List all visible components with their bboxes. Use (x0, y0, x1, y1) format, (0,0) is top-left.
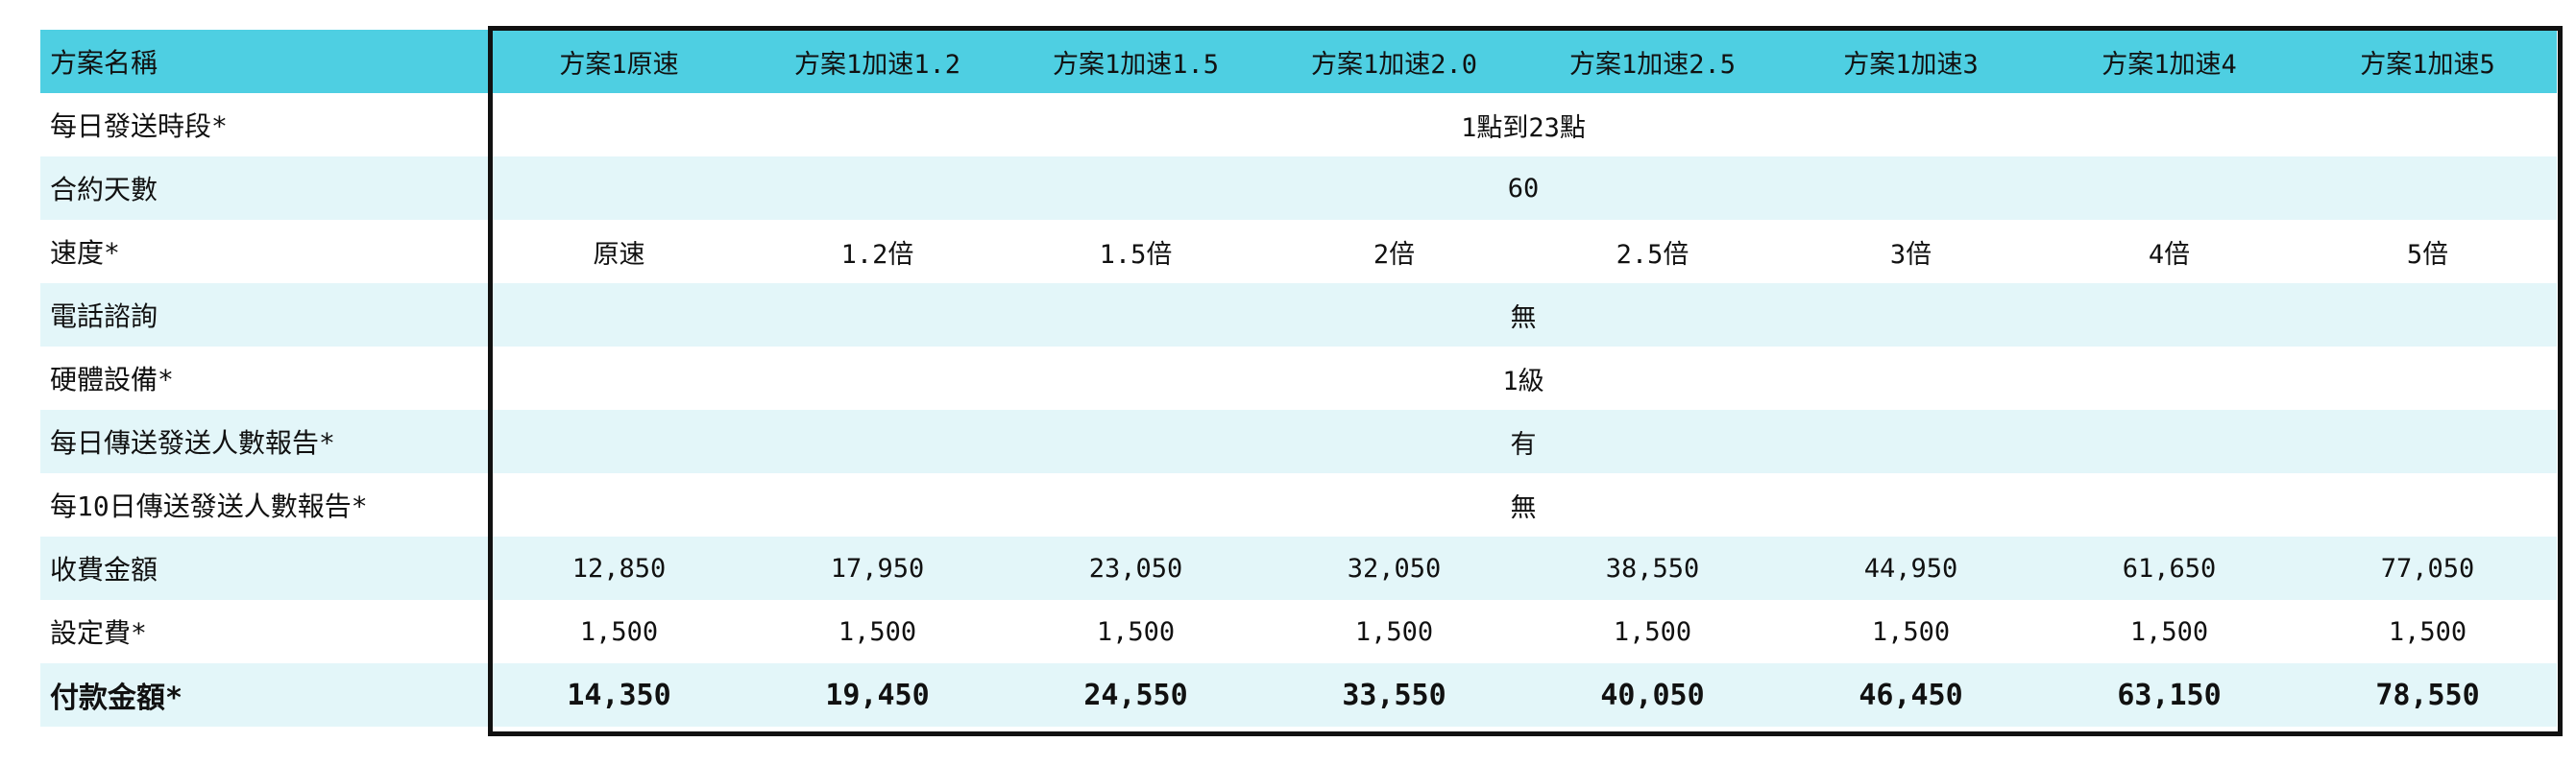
table-cell: 23,050 (1088, 553, 1183, 584)
row-label: 每10日傳送發送人數報告* (50, 491, 368, 522)
row-value: 有 (1510, 429, 1537, 460)
plan-name-1: 方案1原速 (559, 49, 679, 80)
plan-name-3: 方案1加速1.5 (1052, 49, 1220, 80)
table-row-hardware: 硬體設備* 1級 (40, 347, 2557, 410)
header-label: 方案名稱 (50, 47, 158, 79)
table-cell: 40,050 (1600, 678, 1705, 712)
table-cell: 5倍 (2406, 239, 2449, 270)
plan-name-2: 方案1加速1.2 (793, 49, 961, 80)
table-row-phone-consult: 電話諮詢 無 (40, 283, 2557, 347)
table-cell: 4倍 (2148, 239, 2191, 270)
row-plan-values: 14,350 19,450 24,550 33,550 40,050 46,45… (490, 663, 2557, 727)
table-row-fee: 收費金額 12,850 17,950 23,050 32,050 38,550 … (40, 537, 2557, 600)
table-cell: 44,950 (1863, 553, 1958, 584)
table-row-contract-days: 合約天數 60 (40, 156, 2557, 220)
row-label: 合約天數 (50, 174, 158, 205)
table-cell: 1.5倍 (1099, 239, 1173, 270)
table-cell: 78,550 (2375, 678, 2480, 712)
row-value: 60 (1507, 173, 1540, 203)
header-plans: 方案1原速 方案1加速1.2 方案1加速1.5 方案1加速2.0 方案1加速2.… (490, 30, 2557, 93)
table-cell: 2倍 (1373, 239, 1416, 270)
table-cell: 12,850 (571, 553, 667, 584)
row-value: 無 (1510, 492, 1537, 523)
table-row-setup-fee: 設定費* 1,500 1,500 1,500 1,500 1,500 1,500… (40, 600, 2557, 663)
table-cell: 1,500 (2129, 616, 2209, 647)
table-cell: 1,500 (2388, 616, 2467, 647)
row-label: 每日傳送發送人數報告* (50, 427, 335, 459)
plan-name-5: 方案1加速2.5 (1568, 49, 1737, 80)
row-value: 無 (1510, 302, 1537, 333)
row-label: 付款金額* (50, 682, 183, 715)
table-cell: 1,500 (1096, 616, 1176, 647)
table-cell: 63,150 (2117, 678, 2222, 712)
row-label: 設定費* (50, 617, 147, 649)
table-row-total: 付款金額* 14,350 19,450 24,550 33,550 40,050… (40, 663, 2557, 727)
table-cell: 77,050 (2380, 553, 2475, 584)
table-cell: 1.2倍 (840, 239, 914, 270)
table-cell: 1,500 (1613, 616, 1692, 647)
table-row-ten-day-report: 每10日傳送發送人數報告* 無 (40, 473, 2557, 537)
plan-name-4: 方案1加速2.0 (1310, 49, 1478, 80)
table-cell: 1,500 (579, 616, 659, 647)
table-cell: 原速 (593, 239, 645, 270)
plan-name-8: 方案1加速5 (2360, 49, 2495, 80)
table-cell: 38,550 (1605, 553, 1700, 584)
table-cell: 19,450 (825, 678, 930, 712)
row-label: 電話諮詢 (50, 300, 158, 332)
table-cell: 1,500 (1871, 616, 1951, 647)
table-cell: 1,500 (1354, 616, 1434, 647)
table-cell: 17,950 (830, 553, 925, 584)
row-label: 每日發送時段* (50, 110, 228, 142)
row-label: 速度* (50, 237, 120, 269)
table-cell: 32,050 (1347, 553, 1442, 584)
table-cell: 1,500 (838, 616, 917, 647)
table-row-daily-report: 每日傳送發送人數報告* 有 (40, 410, 2557, 473)
table-cell: 61,650 (2122, 553, 2217, 584)
plan-name-7: 方案1加速4 (2102, 49, 2237, 80)
row-plan-values: 12,850 17,950 23,050 32,050 38,550 44,95… (490, 537, 2557, 600)
row-label: 收費金額 (50, 554, 158, 586)
row-value: 1點到23點 (1461, 112, 1586, 143)
table-cell: 46,450 (1859, 678, 1963, 712)
table-cell: 24,550 (1083, 678, 1188, 712)
table-cell: 3倍 (1889, 239, 1932, 270)
row-plan-values: 1,500 1,500 1,500 1,500 1,500 1,500 1,50… (490, 600, 2557, 663)
row-value: 1級 (1502, 366, 1544, 396)
table-row-speed: 速度* 原速 1.2倍 1.5倍 2倍 2.5倍 3倍 4倍 5倍 (40, 220, 2557, 283)
table-cell: 2.5倍 (1616, 239, 1689, 270)
row-label: 硬體設備* (50, 364, 174, 395)
plan-comparison-table: 方案名稱 方案1原速 方案1加速1.2 方案1加速1.5 方案1加速2.0 方案… (40, 30, 2557, 727)
table-row-send-period: 每日發送時段* 1點到23點 (40, 93, 2557, 156)
row-plan-values: 原速 1.2倍 1.5倍 2倍 2.5倍 3倍 4倍 5倍 (490, 220, 2557, 283)
table-cell: 33,550 (1342, 678, 1446, 712)
plan-name-6: 方案1加速3 (1843, 49, 1979, 80)
table-header-row: 方案名稱 方案1原速 方案1加速1.2 方案1加速1.5 方案1加速2.0 方案… (40, 30, 2557, 93)
table-cell: 14,350 (567, 678, 671, 712)
